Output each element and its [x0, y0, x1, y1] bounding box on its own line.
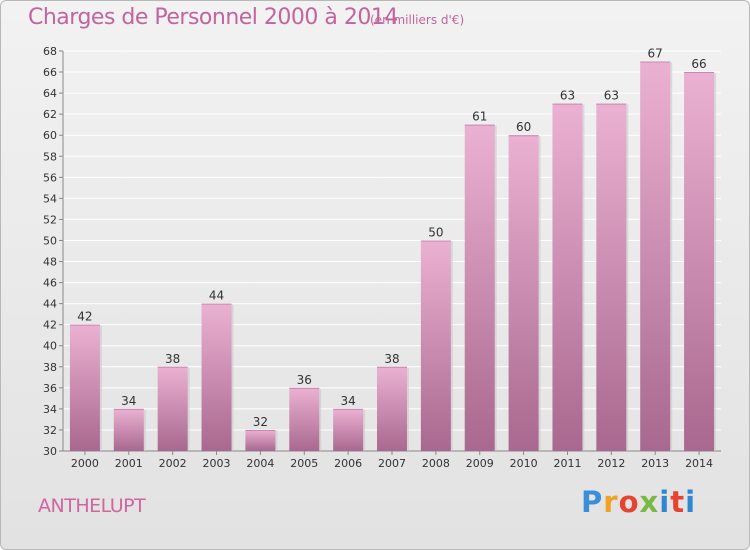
data-label: 66: [691, 57, 706, 71]
bar: [684, 72, 715, 451]
y-tick-label: 52: [43, 213, 57, 226]
bar: [245, 429, 276, 451]
data-label: 44: [209, 289, 224, 303]
x-tick-label: 2010: [510, 457, 538, 470]
x-tick-label: 2006: [334, 457, 362, 470]
data-label: 61: [472, 110, 487, 124]
y-tick-label: 42: [43, 319, 57, 332]
x-tick-label: 2014: [685, 457, 713, 470]
commune-name: ANTHELUPT: [38, 495, 146, 517]
y-tick-label: 62: [43, 108, 57, 121]
y-tick-label: 32: [43, 424, 57, 437]
y-tick-label: 38: [43, 361, 57, 374]
x-tick-label: 2007: [378, 457, 406, 470]
data-label: 32: [253, 415, 268, 429]
y-tick-label: 50: [43, 234, 57, 247]
logo-letter: P: [581, 485, 604, 519]
data-label: 36: [297, 373, 312, 387]
y-tick-label: 54: [43, 192, 57, 205]
y-tick-label: 48: [43, 256, 57, 269]
bar: [596, 103, 627, 451]
data-label: 67: [648, 47, 663, 61]
data-labels: 42 34 38 44 32 36 34 38 50 61 60 63 63 67 66: [77, 47, 706, 429]
y-tick-label: 36: [43, 382, 57, 395]
bar: [157, 366, 188, 451]
y-tick-label: 68: [43, 45, 57, 58]
bar: [289, 387, 320, 451]
data-label: 50: [428, 225, 443, 239]
bar: [201, 303, 232, 451]
bar: [640, 61, 671, 452]
bar: [552, 103, 583, 451]
bar: [113, 408, 144, 451]
y-tick-label: 64: [43, 87, 57, 100]
x-tick-label: 2008: [422, 457, 450, 470]
data-label: 63: [604, 89, 619, 103]
bar: [69, 324, 100, 451]
chart-subtitle: (en milliers d'€): [370, 13, 465, 27]
proxiti-logo[interactable]: Proxiti: [581, 485, 696, 519]
y-tick-label: 30: [43, 445, 57, 458]
logo-letter: t: [670, 485, 686, 519]
x-tick-label: 2001: [115, 457, 143, 470]
logo-letter: i: [685, 485, 697, 519]
data-label: 34: [121, 394, 136, 408]
bars: [69, 61, 717, 452]
data-label: 38: [384, 352, 399, 366]
logo-letter: i: [659, 485, 671, 519]
x-tick-label: 2000: [71, 457, 99, 470]
x-tick-label: 2009: [466, 457, 494, 470]
x-tick-label: 2012: [597, 457, 625, 470]
logo-letter: r: [603, 485, 619, 519]
bar: [333, 408, 364, 451]
y-tick-label: 46: [43, 277, 57, 290]
y-tick-label: 34: [43, 403, 57, 416]
y-tick-label: 44: [43, 298, 57, 311]
logo-letter: o: [618, 485, 640, 519]
bar: [508, 135, 539, 452]
data-label: 42: [77, 310, 92, 324]
x-tick-label: 2003: [203, 457, 231, 470]
bar: [464, 124, 495, 452]
data-label: 63: [560, 89, 575, 103]
y-tick-label: 58: [43, 150, 57, 163]
x-tick-label: 2013: [641, 457, 669, 470]
y-tick-label: 40: [43, 340, 57, 353]
x-tick-label: 2004: [246, 457, 274, 470]
x-tick-label: 2011: [553, 457, 581, 470]
chart-title: Charges de Personnel 2000 à 2014: [28, 5, 398, 30]
x-tick-label: 2005: [290, 457, 318, 470]
y-tick-label: 66: [43, 66, 57, 79]
bar: [420, 240, 451, 451]
data-label: 38: [165, 352, 180, 366]
logo-letter: x: [639, 485, 660, 519]
data-label: 60: [516, 120, 531, 134]
x-tick-label: 2002: [159, 457, 187, 470]
data-label: 34: [340, 394, 355, 408]
y-tick-label: 56: [43, 171, 57, 184]
bar: [377, 366, 407, 451]
y-tick-label: 60: [43, 129, 57, 142]
